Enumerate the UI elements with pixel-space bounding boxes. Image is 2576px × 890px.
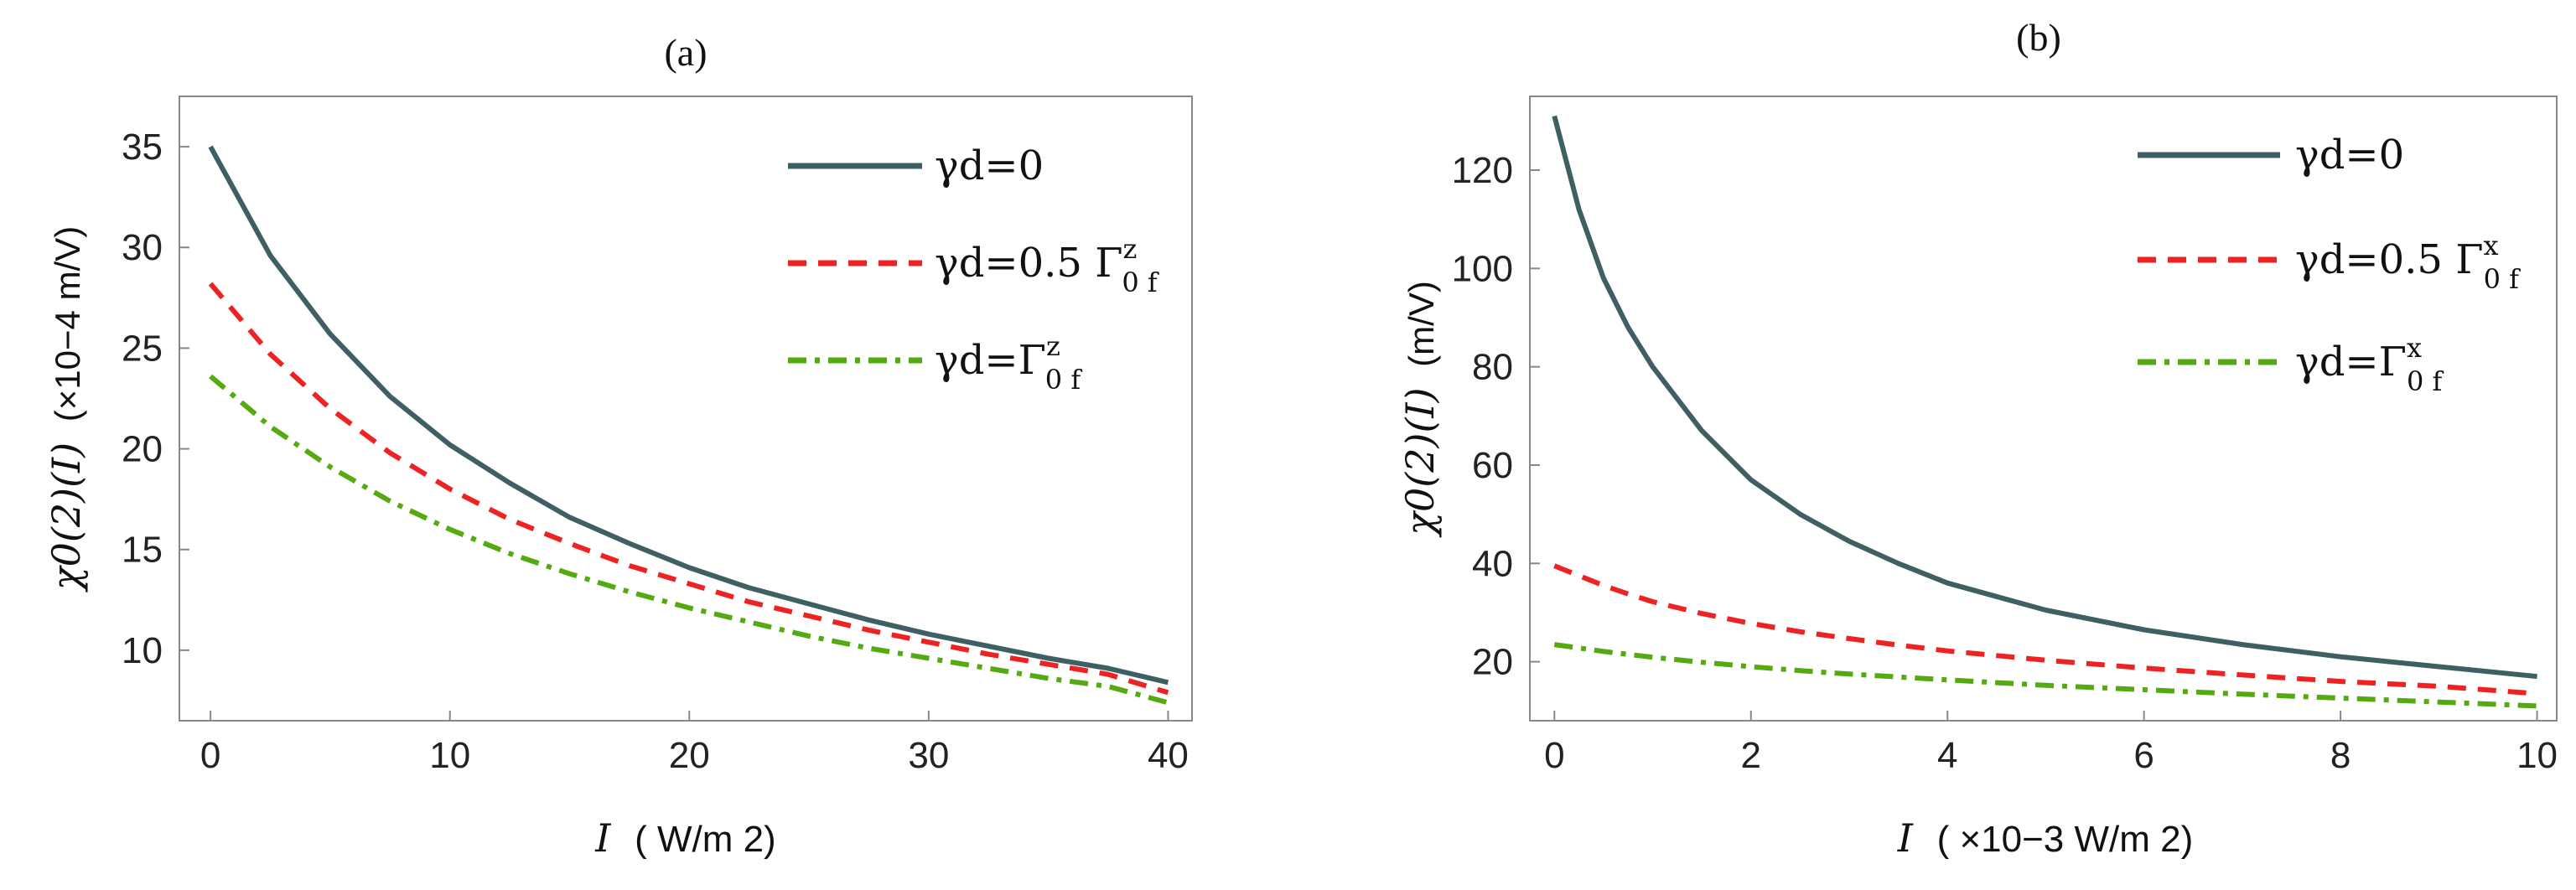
plot-frame-a [179,96,1193,722]
legend-b: γd=0 γd=0.5 Γx 0 f γd=Γx 0 f [2138,132,2521,397]
legend-label-a-1: γd=0.5 Γz 0 f [935,233,1159,298]
x-axis-symbol-a: I [594,815,611,861]
x-tick-label-b-4: 8 [2330,735,2351,776]
series-line-a-solid [208,145,1169,686]
y-axis-label-b: χ0(2)(I) (m/V) [1397,281,1443,538]
series-group-a [208,145,1169,706]
y-axis-unit-b: (m/V) [1402,281,1441,367]
y-tick-label-b-5: 120 [1452,150,1513,191]
x-axis-unit-a: ( W/m 2) [635,819,776,860]
chart-panel-b: (b) 20 40 60 80 100 120 0 2 4 6 8 10 χ0(2)(I) (m/V… [1397,16,2558,861]
x-axis-label-b: I ( ×10−3 W/m 2) [1897,815,2193,861]
panel-title-a: (a) [664,31,707,74]
x-tick-label-b-1: 2 [1741,735,1761,776]
x-tick-label-b-2: 4 [1937,735,1957,776]
y-tick-label-b-1: 40 [1472,543,1513,584]
legend-label-b-2: γd=Γx 0 f [2295,332,2444,397]
x-tick-label-b-5: 10 [2516,735,2558,776]
y-tick-label-a-3: 25 [122,328,163,369]
y-tick-label-a-4: 30 [122,227,163,268]
y-tick-label-a-5: 35 [122,127,163,168]
series-line-b-dashdot [1553,642,2537,709]
x-tick-label-a-4: 40 [1148,735,1189,776]
series-line-b-dashed [1553,563,2537,696]
legend-label-b-0: γd=0 [2295,132,2404,179]
x-tick-label-a-1: 10 [429,735,470,776]
y-tick-label-b-3: 80 [1472,347,1513,388]
x-ticks-a: 0 10 20 30 40 [200,711,1189,776]
y-tick-label-a-1: 15 [122,530,163,571]
x-tick-label-a-3: 30 [908,735,949,776]
legend-label-b-1: γd=0.5 Γx 0 f [2295,230,2521,295]
y-axis-label-a: χ0(2)(I) (×10−4 m/V) [44,226,89,592]
y-tick-label-b-0: 20 [1472,642,1513,683]
y-ticks-b: 20 40 60 80 100 120 [1452,150,1540,683]
y-tick-label-b-2: 60 [1472,445,1513,486]
panel-title-b: (b) [2016,16,2061,59]
legend-a: γd=0 γd=0.5 Γz 0 f γd=Γz 0 f [788,142,1159,396]
svg-text:χ0(2)(I) (m/V): χ0(2)(I) (m/V) [1397,281,1443,538]
y-axis-unit-a: (×10−4 m/V) [48,226,87,422]
y-tick-label-a-0: 10 [122,630,163,671]
plot-frame-b [1529,96,2558,722]
y-tick-label-a-2: 20 [122,429,163,470]
series-line-b-solid [1552,115,2537,680]
x-tick-label-a-2: 20 [669,735,710,776]
y-tick-label-b-4: 100 [1452,248,1513,289]
y-ticks-a: 10 15 20 25 30 35 [122,127,189,671]
chart-panel-a: (a) 10 15 20 25 30 35 0 10 20 30 40 χ0(2)(I) (×10… [44,31,1193,861]
series-group-b [1552,115,2537,709]
y-axis-symbol-a: χ0(2)(I) [44,442,89,592]
x-axis-unit-b: ( ×10−3 W/m 2) [1937,819,2194,860]
series-line-a-dashdot [209,374,1169,706]
x-axis-symbol-b: I [1897,815,1914,861]
series-line-a-dashed [208,282,1169,696]
y-axis-symbol-b: χ0(2)(I) [1397,387,1443,537]
x-tick-label-b-0: 0 [1544,735,1564,776]
x-tick-label-b-3: 6 [2133,735,2154,776]
legend-label-a-0: γd=0 [935,142,1044,189]
svg-text:χ0(2)(I) (×10−4 m/V): χ0(2)(I) (×10−4 m/V) [44,226,89,592]
x-ticks-b: 0 2 4 6 8 10 [1544,711,2558,776]
x-tick-label-a-0: 0 [200,735,220,776]
legend-label-a-2: γd=Γz 0 f [935,330,1082,396]
x-axis-label-a: I ( W/m 2) [594,815,775,861]
